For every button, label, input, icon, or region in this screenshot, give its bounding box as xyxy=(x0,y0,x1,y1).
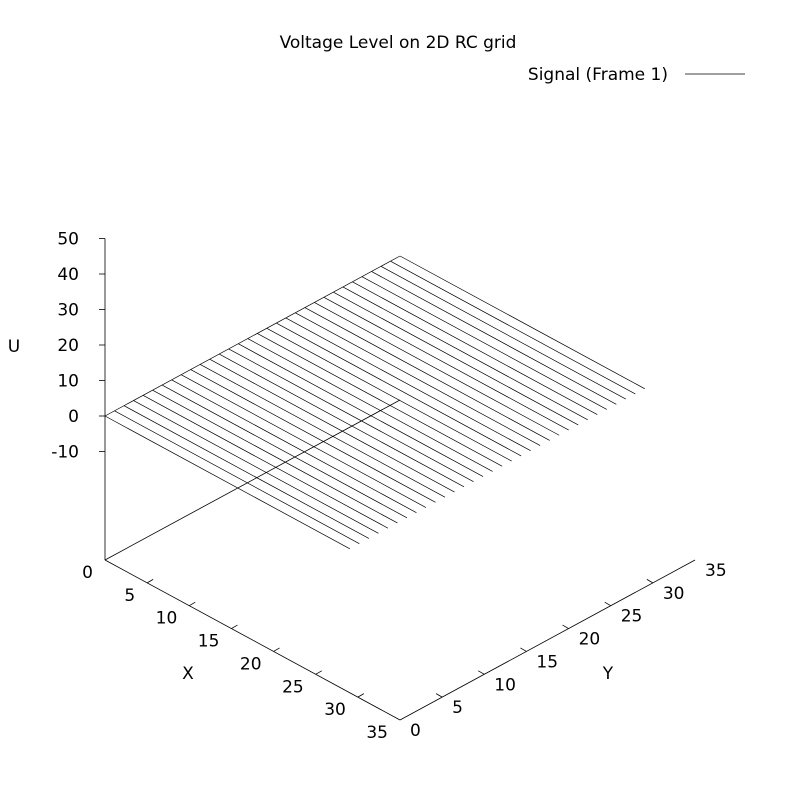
y-axis-line xyxy=(399,559,696,721)
y-tick-mark xyxy=(435,693,443,698)
y-tick-mark xyxy=(478,670,485,675)
surface-line xyxy=(209,358,455,493)
surface-line xyxy=(333,291,579,426)
surface-line xyxy=(314,302,560,436)
surface-line xyxy=(123,405,370,539)
surface-line xyxy=(390,260,636,395)
surface-line xyxy=(152,389,398,524)
chart-title: Voltage Level on 2D RC grid xyxy=(280,33,517,53)
z-tick-label: -10 xyxy=(51,443,79,463)
surface-line xyxy=(219,353,465,488)
surface-line xyxy=(142,395,389,529)
y-tick-mark xyxy=(562,624,569,629)
x-tick-label: 30 xyxy=(324,700,346,720)
x-tick-mark xyxy=(273,647,280,652)
surface-line xyxy=(161,384,408,519)
surface-lines xyxy=(104,255,646,550)
y-tick-mark xyxy=(646,579,654,584)
z-tick-label: 30 xyxy=(57,301,79,321)
surface-line xyxy=(399,255,646,390)
surface-line xyxy=(266,327,512,462)
surface-line xyxy=(238,343,484,477)
surface-line xyxy=(228,348,474,483)
back-axis-line xyxy=(104,399,401,561)
x-tick-label: 20 xyxy=(240,654,262,674)
y-tick-label: 30 xyxy=(663,584,685,604)
x-axis-label: X xyxy=(182,664,194,684)
x-tick-label: 35 xyxy=(366,723,388,743)
surface-line xyxy=(361,276,607,410)
surface-line xyxy=(371,271,617,405)
y-tick-label: 0 xyxy=(410,721,421,741)
x-tick-label: 15 xyxy=(198,632,220,652)
surface-line xyxy=(190,369,436,503)
y-tick-label: 25 xyxy=(621,607,643,627)
surface-line xyxy=(199,364,446,498)
z-tick-label: 40 xyxy=(57,265,79,285)
x-axis-line xyxy=(104,559,401,721)
surface-line xyxy=(304,307,550,441)
z-tick-label: 0 xyxy=(68,407,79,427)
z-tick-label: 50 xyxy=(57,230,79,250)
y-tick-label: 20 xyxy=(579,630,601,650)
y-tick-label: 10 xyxy=(494,675,516,695)
x-tick-mark xyxy=(231,624,238,629)
x-tick-mark xyxy=(189,601,196,607)
y-tick-mark xyxy=(604,601,611,607)
surface-line xyxy=(104,415,351,550)
y-tick-label: 35 xyxy=(705,561,727,581)
y-tick-label: 5 xyxy=(452,698,463,718)
x-tick-mark xyxy=(357,693,365,698)
x-tick-mark xyxy=(315,670,322,675)
surface-line xyxy=(295,312,541,446)
x-tick-label: 0 xyxy=(82,563,93,583)
x-tick-label: 10 xyxy=(156,609,178,629)
surface-line xyxy=(380,266,626,400)
legend-label: Signal (Frame 1) xyxy=(528,65,668,85)
tick-labels: 50 40 30 20 10 0 -10 0 5 10 15 20 25 30 35 0 5 10 15 20 25 30… xyxy=(51,230,726,744)
z-tick-label: 20 xyxy=(57,336,79,356)
z-tick-label: 10 xyxy=(57,372,79,392)
surface-line xyxy=(285,317,531,452)
legend: Signal (Frame 1) xyxy=(528,65,745,85)
axes xyxy=(99,238,696,721)
y-tick-mark xyxy=(520,647,527,652)
surface-line xyxy=(171,379,417,513)
surface-line xyxy=(352,281,598,415)
surface-line xyxy=(257,333,503,467)
x-tick-label: 5 xyxy=(124,586,135,606)
y-tick-label: 15 xyxy=(536,652,558,672)
x-tick-label: 25 xyxy=(282,677,304,697)
surface-edge-line xyxy=(104,255,401,417)
surface-line xyxy=(342,286,588,421)
y-axis-label: Y xyxy=(602,664,614,684)
surface-line xyxy=(180,374,427,508)
z-axis-label: U xyxy=(8,337,20,357)
surface-line xyxy=(276,322,522,457)
x-tick-mark xyxy=(146,579,154,584)
surface-line xyxy=(114,410,360,544)
surface-line xyxy=(247,338,493,472)
surface-line xyxy=(133,400,379,534)
surface-line xyxy=(323,296,569,431)
